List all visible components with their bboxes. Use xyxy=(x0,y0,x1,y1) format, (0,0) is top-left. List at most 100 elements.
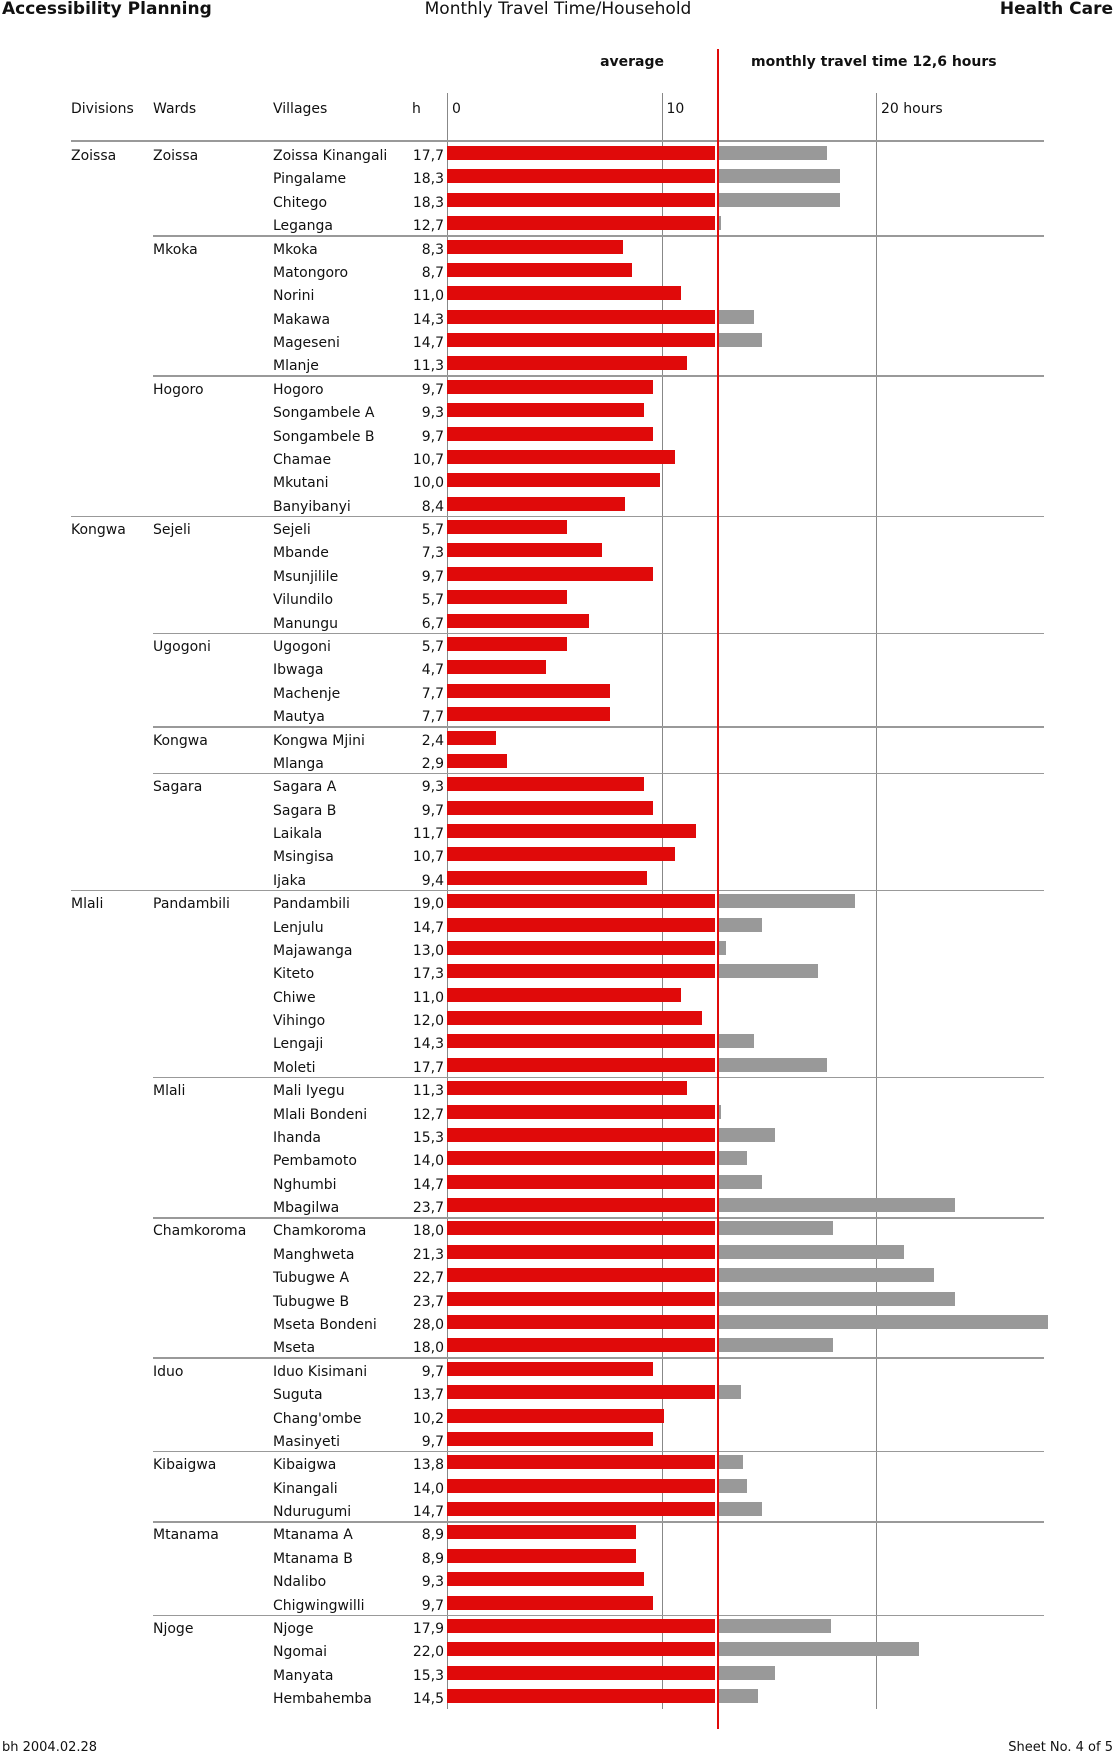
village-label: Sagara B xyxy=(273,802,337,819)
bar-above-average xyxy=(719,146,827,160)
bar-below-average xyxy=(447,1315,716,1329)
ward-separator xyxy=(153,1076,1044,1079)
chart-title: Monthly Travel Time/Household xyxy=(424,0,692,19)
bar-below-average xyxy=(447,473,660,488)
village-label: Moleti xyxy=(273,1059,316,1076)
hours-value: 9,7 xyxy=(421,428,444,445)
bar-below-average xyxy=(447,1268,716,1283)
bar-below-average xyxy=(447,1221,716,1236)
bar-below-average xyxy=(447,636,568,651)
x-tick-label: 10 xyxy=(666,101,685,117)
bar-below-average xyxy=(447,824,696,839)
hours-value: 14,0 xyxy=(412,1480,444,1497)
village-label: Mtanama A xyxy=(273,1527,353,1544)
bar-above-average xyxy=(719,1104,722,1119)
village-label: Msingisa xyxy=(273,849,334,866)
header-rule xyxy=(71,140,1044,142)
village-label: Matongoro xyxy=(273,264,349,281)
bar-above-average xyxy=(719,1174,763,1189)
bar-below-average xyxy=(447,426,654,441)
bar-below-average xyxy=(447,1689,716,1704)
hours-value: 18,0 xyxy=(412,1223,444,1240)
village-label: Suguta xyxy=(273,1387,323,1404)
average-label: average xyxy=(600,54,664,70)
village-label: Sagara A xyxy=(273,779,337,796)
bar-above-average xyxy=(719,1198,956,1213)
bar-above-average xyxy=(719,964,819,979)
bar-above-average xyxy=(719,1689,759,1704)
hours-value: 13,8 xyxy=(412,1457,444,1474)
village-label: Hogoro xyxy=(273,381,324,398)
hours-value: 9,4 xyxy=(421,872,444,889)
village-label: Hembahemba xyxy=(273,1691,372,1708)
hours-value: 14,7 xyxy=(412,1176,444,1193)
division-label: Kongwa xyxy=(71,522,126,539)
hours-value: 17,3 xyxy=(412,966,444,983)
bar-above-average xyxy=(719,1034,754,1049)
bar-above-average xyxy=(719,1618,831,1633)
bar-above-average xyxy=(719,169,840,184)
bar-below-average xyxy=(447,800,654,815)
hours-value: 7,3 xyxy=(421,545,444,562)
hours-value: 2,9 xyxy=(421,755,444,772)
village-label: Ugogoni xyxy=(273,638,331,655)
hours-value: 14,0 xyxy=(412,1153,444,1170)
bar-below-average xyxy=(447,520,568,535)
column-header-hours: h xyxy=(412,101,421,117)
village-label: Mlanga xyxy=(273,755,324,772)
hours-value: 6,7 xyxy=(421,615,444,632)
bar-below-average xyxy=(447,1525,636,1540)
hours-value: 10,0 xyxy=(412,475,444,492)
bar-above-average xyxy=(719,1642,919,1657)
village-label: Mbande xyxy=(273,545,329,562)
village-label: Banyibanyi xyxy=(273,498,351,515)
bar-below-average xyxy=(447,1642,716,1657)
ward-separator xyxy=(153,375,1044,377)
bar-below-average xyxy=(447,940,716,955)
hours-value: 22,7 xyxy=(412,1270,444,1287)
hours-value: 10,7 xyxy=(412,451,444,468)
bar-below-average xyxy=(447,262,632,277)
bar-above-average xyxy=(719,1127,776,1142)
village-label: Chigwingwilli xyxy=(273,1597,365,1614)
footer-date: bh 2004.02.28 xyxy=(2,1740,98,1755)
ward-label: Sejeli xyxy=(153,522,191,539)
bar-below-average xyxy=(447,1455,716,1470)
bar-above-average xyxy=(719,1455,743,1470)
village-label: Manyata xyxy=(273,1667,334,1684)
hours-value: 28,0 xyxy=(412,1317,444,1333)
bar-below-average xyxy=(447,566,654,581)
village-label: Makawa xyxy=(273,311,331,328)
hours-value: 14,7 xyxy=(412,1504,444,1521)
column-header-villages: Villages xyxy=(273,101,328,117)
hours-value: 12,0 xyxy=(412,1013,444,1030)
hours-value: 11,3 xyxy=(412,1083,444,1100)
bar-below-average xyxy=(447,894,716,909)
bar-below-average xyxy=(447,1595,654,1610)
bar-below-average xyxy=(447,333,716,348)
village-label: Kibaigwa xyxy=(273,1457,337,1474)
ward-separator xyxy=(153,1521,1044,1523)
village-label: Chang'ombe xyxy=(273,1410,362,1427)
division-separator xyxy=(71,889,1044,892)
ward-separator xyxy=(153,1357,1044,1359)
bar-below-average xyxy=(447,1011,703,1026)
bar-below-average xyxy=(447,613,589,628)
bar-below-average xyxy=(447,1291,716,1306)
bar-below-average xyxy=(447,309,716,324)
bar-above-average xyxy=(719,1478,748,1493)
average-value-label: monthly travel time 12,6 hours xyxy=(751,54,997,70)
hours-value: 9,7 xyxy=(421,1433,444,1450)
hours-value: 15,3 xyxy=(412,1129,444,1146)
ward-separator xyxy=(153,772,1044,775)
footer-sheet-number: Sheet No. 4 of 5 xyxy=(1008,1740,1113,1755)
bar-below-average xyxy=(447,216,716,231)
column-header-divisions: Divisions xyxy=(71,101,134,117)
bar-below-average xyxy=(447,192,716,207)
village-label: Vilundilo xyxy=(273,592,334,609)
village-label: Ijaka xyxy=(273,872,307,889)
hours-value: 8,4 xyxy=(421,498,444,515)
bar-below-average xyxy=(447,1665,716,1680)
bar-below-average xyxy=(447,1431,654,1446)
village-label: Tubugwe A xyxy=(273,1270,350,1287)
